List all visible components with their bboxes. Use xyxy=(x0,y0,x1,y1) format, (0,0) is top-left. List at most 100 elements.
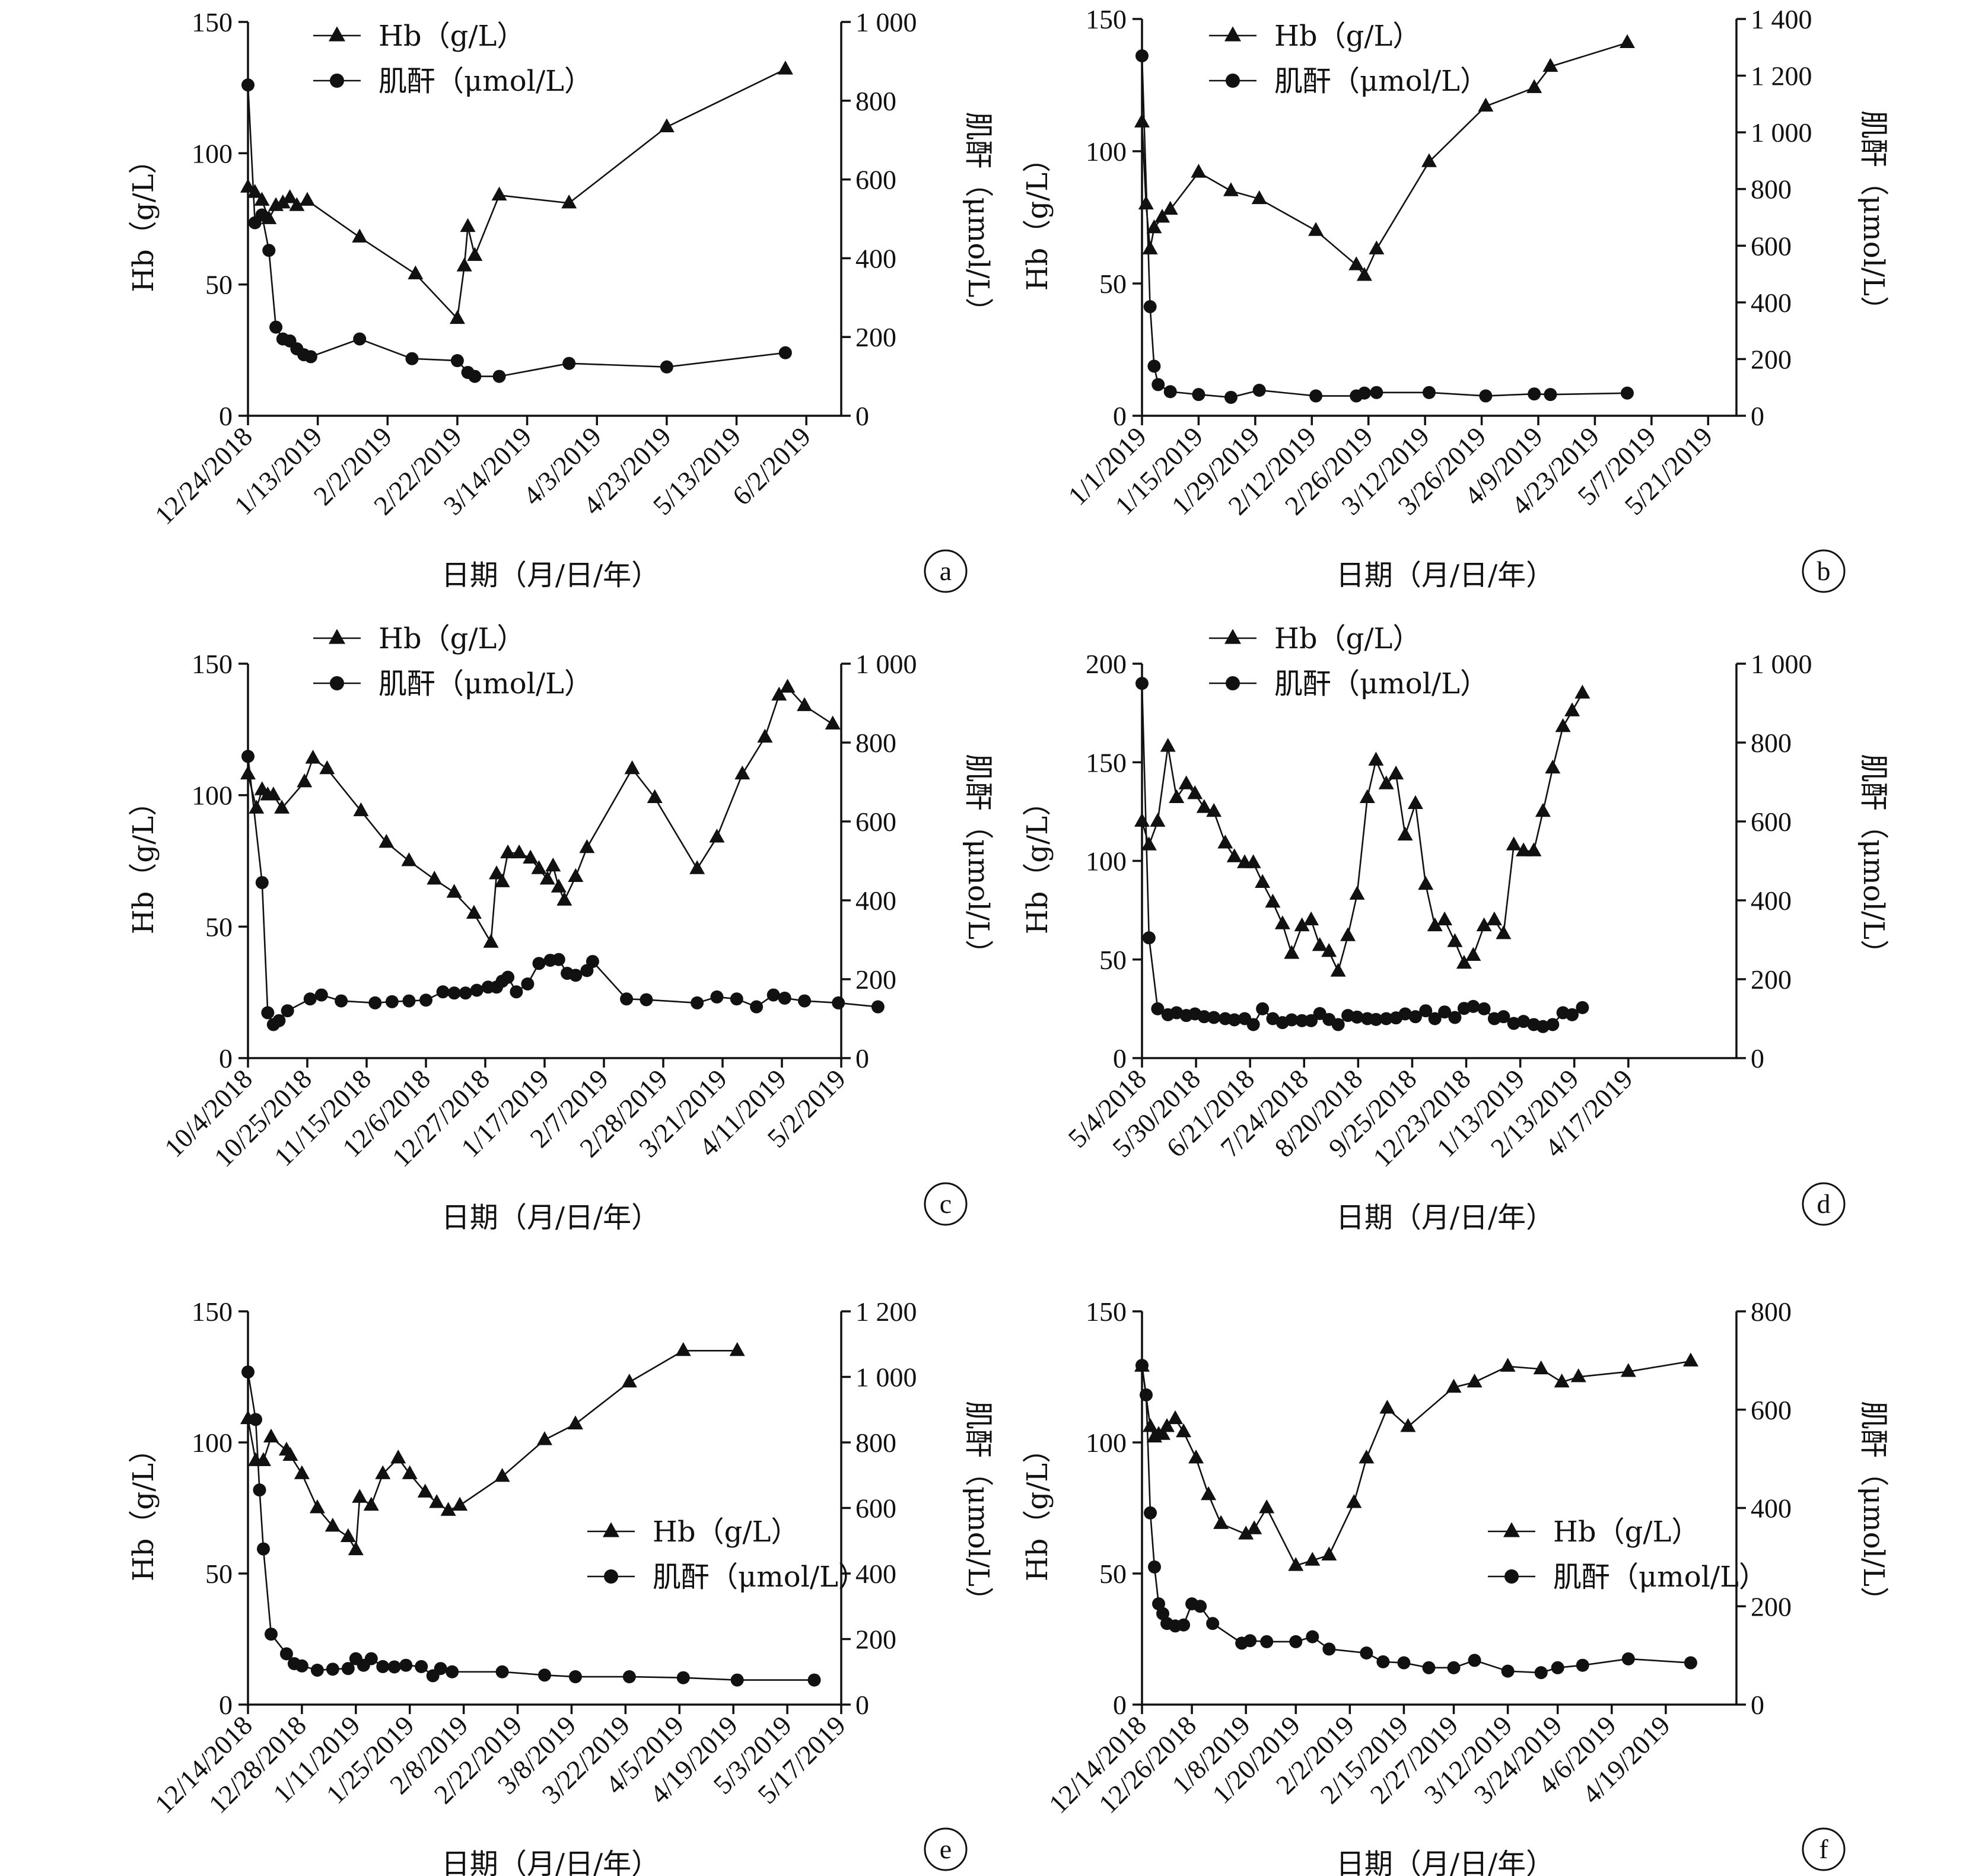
data-point-triangle xyxy=(1288,1557,1304,1571)
series-hb xyxy=(1134,684,1590,977)
data-point-circle xyxy=(1551,1661,1564,1674)
y-tick-label: 150 xyxy=(192,7,233,37)
data-point-triangle xyxy=(1196,799,1212,813)
data-point-triangle xyxy=(1134,113,1150,128)
data-point-triangle xyxy=(1308,222,1324,236)
data-point-circle xyxy=(310,1663,324,1677)
data-point-triangle xyxy=(352,228,368,243)
y-tick-label: 100 xyxy=(1086,136,1127,167)
data-point-triangle xyxy=(531,860,547,874)
data-point-circle xyxy=(434,1662,447,1676)
data-point-circle xyxy=(314,988,328,1002)
data-point-triangle xyxy=(579,839,595,853)
data-point-circle xyxy=(249,1413,262,1426)
data-point-circle xyxy=(1428,1012,1442,1025)
data-point-triangle xyxy=(325,1517,341,1532)
data-point-triangle xyxy=(1312,937,1328,951)
data-point-triangle xyxy=(567,1415,583,1429)
data-point-circle xyxy=(1135,677,1149,690)
data-point-circle xyxy=(304,350,317,364)
data-point-triangle xyxy=(1176,1423,1192,1438)
data-point-triangle xyxy=(1245,854,1261,868)
data-point-circle xyxy=(1152,1597,1166,1611)
data-point-triangle xyxy=(483,934,499,948)
legend-label: Hb（g/L） xyxy=(653,1515,799,1549)
data-point-triangle xyxy=(1294,917,1310,932)
data-point-circle xyxy=(1350,1010,1364,1024)
data-point-circle xyxy=(1143,300,1157,314)
data-point-circle xyxy=(385,995,399,1008)
chart-panel-f: 050100150020040060080012/14/201812/26/20… xyxy=(1021,1297,1890,1876)
data-point-triangle xyxy=(254,192,270,206)
data-point-triangle xyxy=(1574,684,1590,699)
y2-axis-title: 肌酐（μmol/L） xyxy=(962,754,995,968)
data-point-circle xyxy=(1422,1661,1436,1674)
data-point-circle xyxy=(1256,1002,1270,1015)
legend-label: Hb（g/L） xyxy=(1553,1515,1700,1549)
data-point-triangle xyxy=(1379,1400,1395,1414)
data-point-circle xyxy=(1684,1656,1697,1670)
data-point-triangle xyxy=(1421,153,1437,167)
y-tick-label: 0 xyxy=(1113,1690,1127,1720)
data-point-triangle xyxy=(1349,886,1365,900)
data-point-triangle xyxy=(1284,945,1300,959)
y-tick-label: 150 xyxy=(1086,4,1127,34)
data-point-triangle xyxy=(1400,1418,1416,1432)
y-tick-label: 0 xyxy=(1113,401,1127,431)
data-point-triangle xyxy=(1545,759,1561,774)
data-point-triangle xyxy=(1456,954,1472,969)
data-point-triangle xyxy=(1303,911,1319,926)
data-point-triangle xyxy=(427,871,443,885)
panel-letter-badge xyxy=(1802,549,1846,593)
data-point-triangle xyxy=(1146,219,1162,234)
data-point-circle xyxy=(262,244,276,257)
legend-label: Hb（g/L） xyxy=(378,622,525,655)
data-point-circle xyxy=(241,78,255,92)
data-point-triangle xyxy=(466,904,482,919)
data-point-circle xyxy=(1295,1014,1309,1027)
legend-label: 肌酐（μmol/L） xyxy=(1274,65,1488,98)
data-point-circle xyxy=(676,1671,690,1684)
data-point-triangle xyxy=(1154,208,1170,223)
data-point-triangle xyxy=(456,257,472,272)
legend-marker-triangle xyxy=(329,629,345,644)
y2-tick-label: 0 xyxy=(855,1043,869,1074)
data-point-triangle xyxy=(240,179,256,193)
data-point-triangle xyxy=(289,197,305,211)
y2-tick-label: 200 xyxy=(1751,964,1792,995)
data-point-triangle xyxy=(401,852,417,867)
data-point-triangle xyxy=(771,686,787,701)
data-point-circle xyxy=(750,1000,764,1014)
data-point-triangle xyxy=(1478,97,1494,112)
y-tick-label: 150 xyxy=(1086,747,1127,778)
series-line xyxy=(247,1372,815,1681)
data-point-triangle xyxy=(494,873,510,887)
data-point-circle xyxy=(1419,1004,1433,1018)
y2-tick-label: 0 xyxy=(1751,1043,1764,1074)
data-point-triangle xyxy=(375,1465,391,1479)
data-point-triangle xyxy=(1359,789,1375,803)
legend: Hb（g/L） 肌酐（μmol/L） xyxy=(313,622,593,700)
data-point-triangle xyxy=(261,210,277,224)
data-point-triangle xyxy=(309,1499,325,1514)
data-point-triangle xyxy=(494,1467,510,1482)
legend-label: 肌酐（μmol/L） xyxy=(1553,1560,1767,1594)
data-point-circle xyxy=(1224,390,1238,404)
data-point-circle xyxy=(1331,1018,1345,1031)
data-point-triangle xyxy=(1554,1373,1570,1388)
data-point-triangle xyxy=(255,1452,271,1466)
data-point-triangle xyxy=(1446,1378,1462,1393)
data-point-circle xyxy=(691,996,704,1009)
data-point-triangle xyxy=(491,186,507,201)
data-point-triangle xyxy=(561,194,577,209)
panel-letter-badge xyxy=(1802,1827,1846,1871)
data-point-circle xyxy=(1370,386,1383,399)
data-point-circle xyxy=(1156,1607,1170,1620)
data-point-circle xyxy=(622,1670,636,1684)
y2-axis-title: 肌酐（μmol/L） xyxy=(1857,110,1890,324)
y-axis-title: Hb（g/L） xyxy=(127,1435,160,1581)
series-line xyxy=(247,85,786,377)
y-tick-label: 200 xyxy=(1086,649,1127,679)
